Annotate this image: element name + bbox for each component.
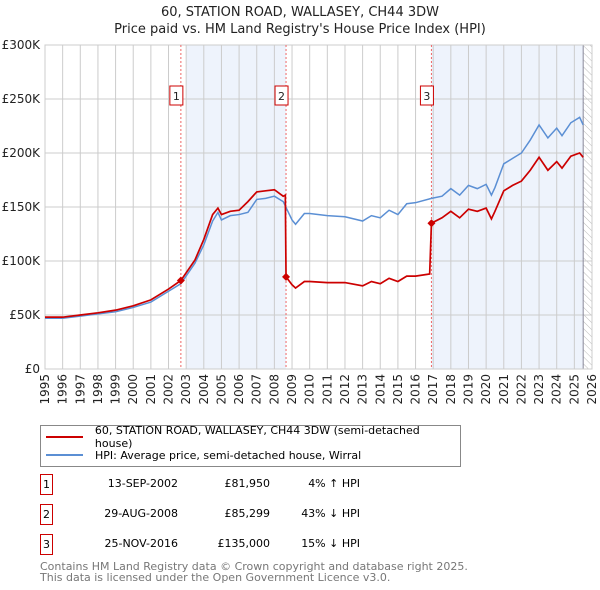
x-tick-label: 1996 [56, 374, 70, 405]
legend-label: HPI: Average price, semi-detached house,… [95, 448, 362, 462]
sale-hpi-diff: 15% ↓ HPI [301, 537, 360, 550]
x-tick-label: 1997 [73, 374, 87, 405]
x-tick-label: 2007 [250, 374, 264, 405]
y-tick-label: £150K [2, 200, 42, 214]
sale-number: 1 [40, 474, 53, 495]
y-tick-label: £50K [9, 308, 41, 322]
x-tick-label: 2010 [303, 374, 317, 405]
x-tick-label: 2009 [285, 374, 299, 405]
x-tick-label: 2022 [514, 374, 528, 405]
x-tick-label: 2021 [497, 374, 511, 405]
sale-price: £135,000 [217, 537, 271, 550]
footer-line2: This data is licensed under the Open Gov… [40, 571, 391, 584]
sale-point [427, 219, 436, 228]
footer: Contains HM Land Registry data © Crown c… [40, 561, 468, 583]
price-chart: 1995 1996 1997 1998 1999 2000 2001 2002 2003 2004… [2, 38, 599, 405]
sale-price: £85,299 [224, 507, 271, 520]
x-tick-label: 2015 [391, 374, 405, 405]
x-tick-label: 2011 [320, 374, 334, 405]
sale-label-box [274, 85, 289, 106]
x-tick-label: 1999 [109, 374, 123, 405]
y-tick-label: £200K [2, 146, 42, 160]
x-tick-label: 2000 [126, 374, 140, 405]
sale-label-box [419, 85, 434, 106]
sale-number: 2 [40, 504, 53, 525]
sale-price: £81,950 [224, 477, 271, 490]
x-tick-label: 2020 [479, 374, 493, 405]
x-tick-label: 2023 [532, 374, 546, 405]
property-price-line [45, 151, 584, 319]
legend-label: 60, STATION ROAD, WALLASEY, CH44 3DW (se… [94, 424, 420, 450]
sale-date: 13-SEP-2002 [107, 477, 178, 490]
sale-point [282, 272, 291, 281]
chart-title: 60, STATION ROAD, WALLASEY, CH44 3DW [161, 5, 439, 20]
sale-label: 2 [278, 90, 285, 103]
sale-label: 1 [173, 90, 180, 103]
y-tick-label: £0 [25, 362, 40, 376]
x-tick-label: 2003 [179, 374, 193, 405]
x-tick-label: 2026 [585, 374, 599, 405]
x-tick-label: 2018 [444, 374, 458, 405]
hpi-line [45, 116, 584, 319]
legend-item-hpi: HPI: Average price, semi-detached house,… [41, 447, 361, 463]
footer-line1: Contains HM Land Registry data © Crown c… [40, 560, 468, 573]
chart-subtitle: Price paid vs. HM Land Registry's House … [114, 22, 486, 37]
legend-item-property: 60, STATION ROAD, WALLASEY, CH44 3DW (se… [41, 424, 460, 450]
x-tick-label: 2016 [409, 374, 423, 405]
plot-border [44, 44, 593, 370]
sale-number: 3 [40, 534, 53, 555]
x-tick-label: 2005 [214, 374, 228, 405]
sale-date: 29-AUG-2008 [104, 507, 178, 520]
sale-row: 3 25-NOV-2016 £135,000 15% ↓ HPI [40, 534, 460, 555]
x-tick-label: 2014 [373, 374, 387, 405]
sale-row: 1 13-SEP-2002 £81,950 4% ↑ HPI [40, 474, 460, 495]
sale-label-box [169, 85, 184, 106]
x-tick-label: 2013 [356, 374, 370, 405]
x-tick-label: 2017 [426, 374, 440, 405]
x-tick-label: 2004 [197, 374, 211, 405]
red-line-swatch [46, 436, 83, 438]
x-tick-label: 2001 [144, 374, 158, 405]
sale-hpi-diff: 43% ↓ HPI [301, 507, 360, 520]
x-tick-label: 1995 [38, 374, 52, 405]
sale-point [176, 276, 185, 285]
x-tick-label: 2024 [550, 374, 564, 405]
x-tick-label: 1998 [91, 374, 105, 405]
legend: 60, STATION ROAD, WALLASEY, CH44 3DW (se… [40, 424, 461, 467]
y-tick-label: £100K [2, 254, 42, 268]
y-tick-label: £300K [2, 38, 42, 52]
x-tick-label: 2019 [461, 374, 475, 405]
sale-hpi-diff: 4% ↑ HPI [308, 477, 360, 490]
sale-row: 2 29-AUG-2008 £85,299 43% ↓ HPI [40, 504, 460, 525]
sale-date: 25-NOV-2016 [104, 537, 178, 550]
sale-label: 3 [423, 90, 430, 103]
y-tick-label: £250K [2, 92, 42, 106]
x-tick-label: 2008 [267, 374, 281, 405]
x-tick-label: 2002 [162, 374, 176, 405]
x-tick-label: 2012 [338, 374, 352, 405]
x-tick-label: 2025 [567, 374, 581, 405]
blue-line-swatch [46, 454, 83, 456]
x-tick-label: 2006 [232, 374, 246, 405]
